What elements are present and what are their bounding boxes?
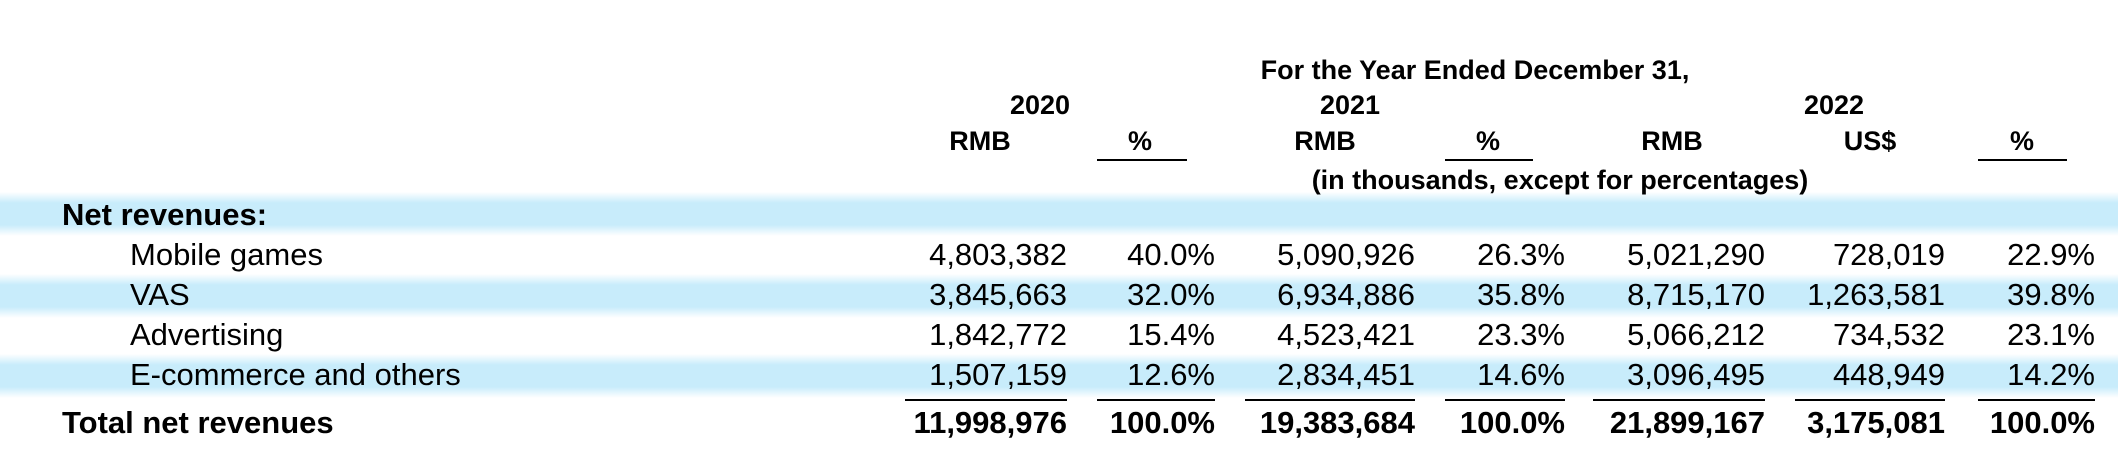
- cell-advertising-usd-2022: 734,532: [1832, 317, 1945, 352]
- col-header-pct-2022: %: [2009, 126, 2034, 156]
- pct-2022-header-rule: [1978, 159, 2067, 161]
- cell-advertising-rmb-2021: 4,523,421: [1277, 317, 1415, 352]
- cell-vas-pct-2020: 32.0%: [1127, 277, 1215, 312]
- total-usd-2022: 3,175,081: [1807, 405, 1945, 440]
- cell-mobile-games-rmb-2021: 5,090,926: [1277, 237, 1415, 272]
- cell-mobile-games-rmb-2022: 5,021,290: [1627, 237, 1765, 272]
- total-pct-2022: 100.0%: [1989, 405, 2095, 440]
- cell-ecommerce-pct-2022: 14.2%: [2007, 357, 2095, 392]
- total-rule-rmb-2022: [1593, 399, 1765, 401]
- total-rule-pct-2021: [1445, 399, 1565, 401]
- year-2021: 2021: [1319, 90, 1381, 120]
- period-heading: For the Year Ended December 31,: [1260, 55, 1690, 85]
- row-label-ecommerce: E-commerce and others: [130, 357, 461, 392]
- cell-advertising-pct-2021: 23.3%: [1477, 317, 1565, 352]
- cell-ecommerce-rmb-2021: 2,834,451: [1277, 357, 1415, 392]
- col-header-pct-2021: %: [1475, 126, 1500, 156]
- col-header-rmb-2021: RMB: [1294, 126, 1356, 156]
- row-highlight-net-revenues: [0, 192, 2118, 236]
- cell-vas-pct-2022: 39.8%: [2007, 277, 2095, 312]
- total-rule-rmb-2021: [1245, 399, 1415, 401]
- row-label-mobile-games: Mobile games: [130, 237, 323, 272]
- units-note: (in thousands, except for percentages): [1311, 165, 1809, 195]
- cell-mobile-games-pct-2020: 40.0%: [1127, 237, 1215, 272]
- col-header-pct-2020: %: [1127, 126, 1152, 156]
- cell-vas-pct-2021: 35.8%: [1477, 277, 1565, 312]
- year-2022: 2022: [1803, 90, 1865, 120]
- year-2020: 2020: [1009, 90, 1071, 120]
- total-rule-pct-2022: [1978, 399, 2095, 401]
- cell-advertising-pct-2022: 23.1%: [2007, 317, 2095, 352]
- pct-2021-header-rule: [1445, 159, 1533, 161]
- total-pct-2020: 100.0%: [1109, 405, 1215, 440]
- row-label-vas: VAS: [130, 277, 190, 312]
- cell-ecommerce-pct-2021: 14.6%: [1477, 357, 1565, 392]
- total-rmb-2022: 21,899,167: [1609, 405, 1765, 440]
- cell-vas-rmb-2022: 8,715,170: [1627, 277, 1765, 312]
- cell-mobile-games-usd-2022: 728,019: [1832, 237, 1945, 272]
- total-pct-2021: 100.0%: [1459, 405, 1565, 440]
- cell-ecommerce-rmb-2022: 3,096,495: [1627, 357, 1765, 392]
- cell-vas-rmb-2021: 6,934,886: [1277, 277, 1415, 312]
- cell-mobile-games-rmb-2020: 4,803,382: [929, 237, 1067, 272]
- row-highlight-vas: [0, 274, 2118, 318]
- cell-advertising-rmb-2022: 5,066,212: [1627, 317, 1765, 352]
- cell-advertising-pct-2020: 15.4%: [1127, 317, 1215, 352]
- col-header-rmb-2022: RMB: [1641, 126, 1703, 156]
- total-label: Total net revenues: [62, 405, 334, 440]
- cell-vas-usd-2022: 1,263,581: [1807, 277, 1945, 312]
- col-header-usd-2022: US$: [1843, 126, 1897, 156]
- total-rmb-2021: 19,383,684: [1259, 405, 1415, 440]
- cell-mobile-games-pct-2022: 22.9%: [2007, 237, 2095, 272]
- pct-2020-header-rule: [1097, 159, 1187, 161]
- cell-ecommerce-rmb-2020: 1,507,159: [929, 357, 1067, 392]
- cell-vas-rmb-2020: 3,845,663: [929, 277, 1067, 312]
- cell-ecommerce-pct-2020: 12.6%: [1127, 357, 1215, 392]
- cell-mobile-games-pct-2021: 26.3%: [1477, 237, 1565, 272]
- col-header-rmb-2020: RMB: [949, 126, 1011, 156]
- total-rule-usd-2022: [1795, 399, 1945, 401]
- total-rule-pct-2020: [1097, 399, 1215, 401]
- row-highlight-ecommerce: [0, 354, 2118, 398]
- total-rule-rmb-2020: [905, 399, 1067, 401]
- total-rmb-2020: 11,998,976: [913, 405, 1067, 440]
- cell-ecommerce-usd-2022: 448,949: [1832, 357, 1945, 392]
- cell-advertising-rmb-2020: 1,842,772: [929, 317, 1067, 352]
- section-label-net-revenues: Net revenues:: [62, 197, 268, 232]
- row-label-advertising: Advertising: [130, 317, 284, 352]
